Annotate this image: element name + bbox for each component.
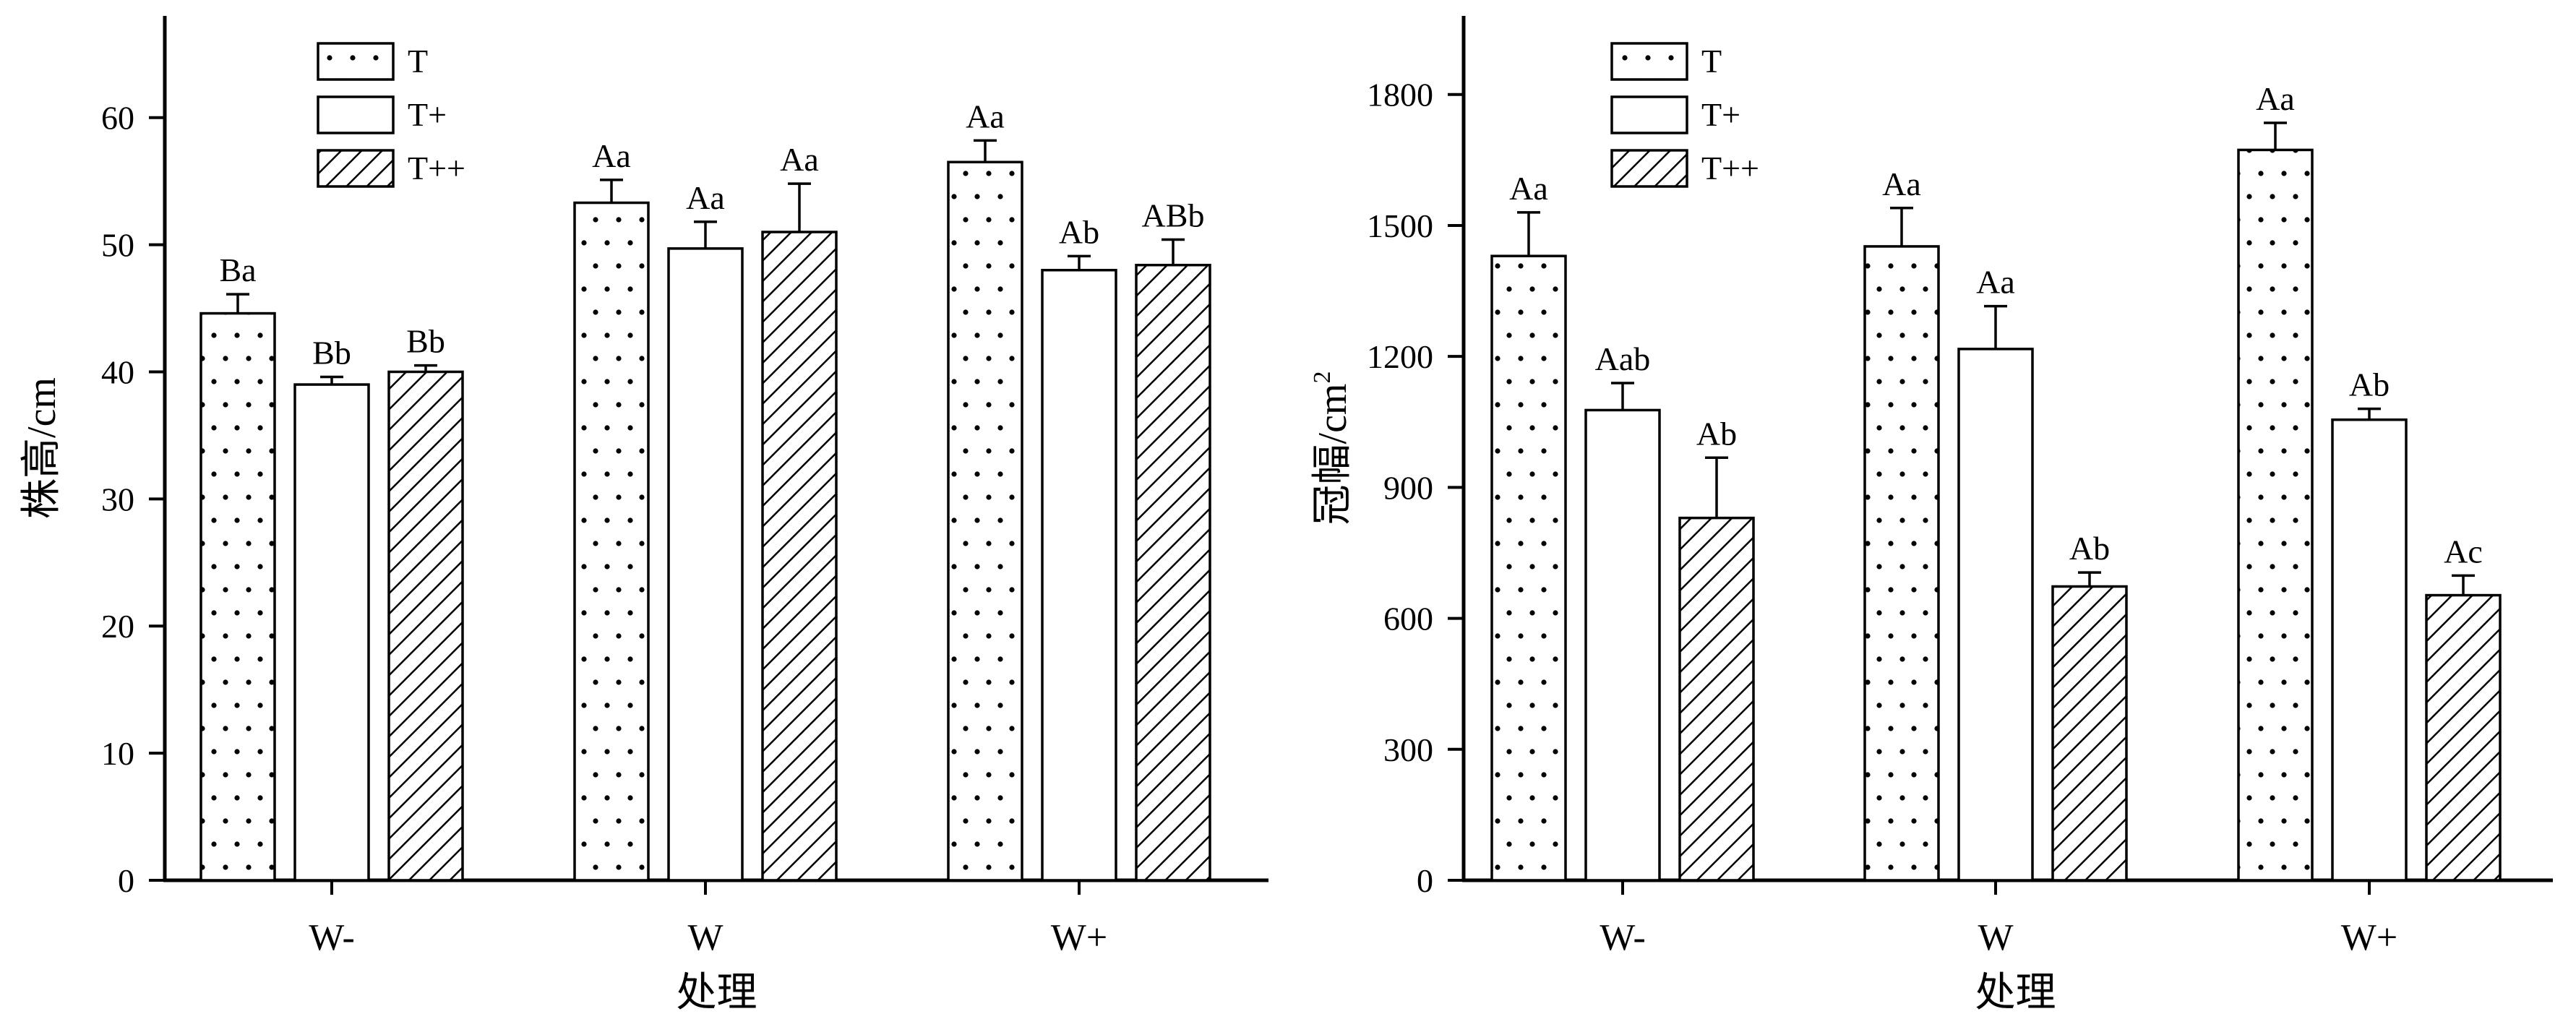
bar [199, 311, 276, 882]
panel-crown-width: 0 300 600 900 1200 1500 1800 Aa Aa Aa Aab Aa Ab Ab Ab A… [1309, 16, 2553, 1015]
bar [1678, 516, 1755, 882]
legend-swatch [1610, 42, 1688, 81]
bar [1490, 254, 1567, 882]
bar [1135, 263, 1211, 882]
significance-label: Ab [1059, 213, 1099, 250]
y-tick-label: 900 [1383, 469, 1433, 506]
bar [1957, 348, 2034, 882]
y-tick-label: 10 [101, 735, 134, 772]
legend-swatch [317, 42, 395, 81]
bar [761, 231, 838, 882]
significance-label: Ab [2069, 530, 2110, 567]
x-tick-label: W- [309, 917, 355, 958]
legend-label: T [1701, 43, 1722, 80]
legend-label: T++ [1701, 150, 1759, 186]
y-tick-label: 40 [101, 353, 134, 390]
legend-label: T+ [1701, 96, 1740, 133]
y-axis-title-text: 冠幅/cm [1310, 384, 1355, 525]
y-axis-title-superscript: 2 [1309, 371, 1336, 384]
x-tick-label: W- [1600, 917, 1646, 958]
y-tick-label: 300 [1383, 731, 1433, 768]
x-tick-label: W [1978, 917, 2013, 958]
significance-label: Bb [406, 323, 445, 360]
bar [573, 201, 650, 882]
bar [1041, 269, 1117, 882]
x-tick-label: W+ [2341, 917, 2397, 958]
bar [293, 383, 370, 882]
significance-label: Ac [2444, 533, 2483, 570]
legend-swatch [317, 95, 395, 134]
bar [2331, 418, 2408, 882]
significance-label: Ba [219, 252, 256, 288]
y-tick-label: 0 [1417, 862, 1433, 899]
y-axis-title: 株高/cm [20, 377, 64, 519]
y-tick-label: 1500 [1367, 207, 1433, 244]
legend-label: T [408, 43, 428, 80]
x-tick-label: W [687, 917, 723, 958]
y-tick-label: 0 [118, 862, 134, 899]
y-axis-title: 冠幅/cm2 [1309, 371, 1355, 525]
y-tick-label: 1200 [1367, 338, 1433, 375]
bar [1584, 408, 1661, 882]
significance-label: Bb [312, 335, 351, 371]
significance-label: Aa [592, 137, 631, 174]
x-tick-label: W+ [1051, 917, 1107, 958]
significance-label: Aa [966, 98, 1005, 134]
y-tick-label: 600 [1383, 601, 1433, 637]
significance-label: Aab [1595, 340, 1651, 377]
significance-label: Ab [1696, 415, 1737, 452]
y-tick-label: 50 [101, 227, 134, 264]
bar [1863, 245, 1940, 882]
significance-label: ABb [1142, 197, 1205, 234]
bar [2237, 148, 2314, 882]
legend-label: T++ [408, 150, 465, 186]
legend-swatch [1610, 149, 1688, 188]
y-tick-label: 1800 [1367, 77, 1433, 113]
bar [387, 370, 464, 882]
legend-label: T+ [408, 96, 447, 133]
significance-label: Aa [1509, 170, 1548, 207]
x-axis-title: 处理 [1975, 971, 2056, 1015]
bar [947, 160, 1023, 882]
significance-label: Aa [686, 179, 725, 216]
bar [667, 247, 744, 882]
bar [2051, 585, 2128, 882]
legend-swatch [317, 149, 395, 188]
y-tick-label: 60 [101, 100, 134, 137]
y-tick-label: 30 [101, 481, 134, 517]
panel-plant-height: 0 10 20 30 40 50 60 Ba Aa Aa Bb Aa Ab Bb Aa ABb W- W W+ 处理 株… [20, 16, 1268, 1015]
significance-label: Aa [1882, 166, 1921, 202]
y-tick-label: 20 [101, 608, 134, 645]
significance-label: Ab [2349, 366, 2390, 403]
significance-label: Aa [2256, 80, 2295, 117]
legend-swatch [1610, 95, 1688, 134]
significance-label: Aa [1976, 264, 2015, 301]
y-axis-title-text: 株高/cm [20, 377, 64, 519]
significance-label: Aa [780, 141, 819, 178]
bar [2425, 593, 2502, 882]
x-axis-title: 处理 [677, 971, 757, 1015]
